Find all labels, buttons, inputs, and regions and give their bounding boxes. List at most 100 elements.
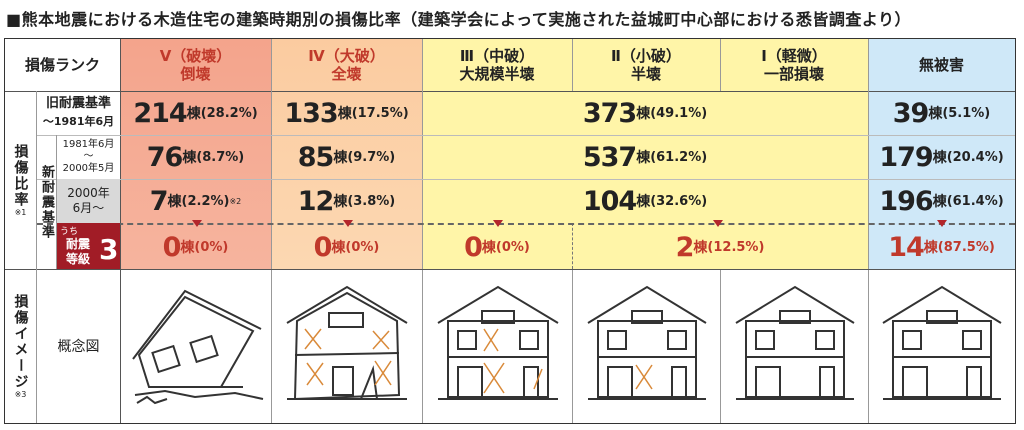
unit-label: 棟 xyxy=(333,194,348,210)
damage-table: 損傷ランク Ⅴ（破壊） 倒壊 Ⅳ（大破） 全壊 Ⅲ（中破） 大規模半壊 Ⅱ（小破… xyxy=(4,38,1016,424)
r1-rank321-pct: (49.1%) xyxy=(650,105,708,121)
r4-rank4-pct: (0%) xyxy=(345,239,380,255)
r2-rank5-count: 76 xyxy=(146,141,184,173)
row-divider-2 xyxy=(37,179,1015,180)
colnone-bg xyxy=(868,39,1015,269)
old-standard-label: 旧耐震基準 ～1981年6月 xyxy=(37,91,120,135)
r4-rank21-count: 2 xyxy=(675,231,695,263)
col4-bg xyxy=(271,39,422,269)
new-standard-text: 新耐震基準 xyxy=(39,164,54,240)
grade3-prefix: うち xyxy=(60,227,79,237)
unit-label: 棟 xyxy=(186,106,201,122)
unit-label: 棟 xyxy=(481,240,496,256)
arrow-down-icon xyxy=(493,220,503,227)
r3-rank321-count: 104 xyxy=(582,185,637,217)
r3-rank5-pct: (2.2%) xyxy=(181,193,230,209)
r1-none-pct: (5.1%) xyxy=(942,105,991,121)
r4-none: 14 棟 (87.5%) xyxy=(868,225,1015,269)
header-divider xyxy=(5,91,1015,92)
image-note: ※3 xyxy=(14,389,27,399)
r1-rank321-count: 373 xyxy=(582,97,637,129)
r1-rank321: 373 棟 (49.1%) xyxy=(422,91,868,135)
new-standard-label: 新耐震基準 xyxy=(37,135,57,269)
r1-rank5-count: 214 xyxy=(133,97,187,129)
header-rank-5-line1: Ⅴ（破壊） xyxy=(159,47,232,65)
moderately-damaged-house-illustration xyxy=(437,285,559,400)
r2-rank5: 76 棟 (8.7%) xyxy=(120,135,271,179)
r4-rank4-count: 0 xyxy=(313,231,333,263)
header-rank-2: Ⅱ（小破） 半壊 xyxy=(572,39,720,91)
r3-rank5: 7 棟 (2.2%) ※2 xyxy=(120,179,271,223)
mid-period-1: 1981年6月 xyxy=(62,139,115,150)
r1-rank4-count: 133 xyxy=(284,97,338,129)
r1-none-count: 39 xyxy=(892,97,930,129)
r3-none-pct: (61.4%) xyxy=(946,193,1004,209)
ratio-label: 損傷比率 ※1 xyxy=(5,91,37,269)
unit-label: 棟 xyxy=(923,240,938,256)
slightly-damaged-house-illustration xyxy=(587,285,707,400)
r2-rank4-pct: (9.7%) xyxy=(347,149,396,165)
col-divider-5b xyxy=(720,269,721,423)
r1-none: 39 棟 (5.1%) xyxy=(868,91,1015,135)
unit-label: 棟 xyxy=(636,106,651,122)
arrow-down-icon xyxy=(713,220,723,227)
r2-none-pct: (20.4%) xyxy=(946,149,1004,165)
r2-rank321-count: 537 xyxy=(582,141,637,173)
r3-rank321-pct: (32.6%) xyxy=(650,193,708,209)
mid-period-label: 1981年6月 ～ 2000年5月 xyxy=(57,135,120,179)
r1-rank5-pct: (28.2%) xyxy=(200,105,258,121)
image-label: 損傷イメージ ※3 xyxy=(5,269,37,423)
header-rank-4-line1: Ⅳ（大破） xyxy=(308,47,385,65)
col5-bg xyxy=(120,39,271,269)
r3-rank4-count: 12 xyxy=(297,185,335,217)
r4-rank5: 0 棟 (0%) xyxy=(120,225,271,269)
r2-none-count: 179 xyxy=(879,141,933,173)
r2-none: 179 棟 (20.4%) xyxy=(868,135,1015,179)
unit-label: 棟 xyxy=(636,150,651,166)
col-divider-1 xyxy=(120,39,121,423)
r3-rank4: 12 棟 (3.8%) xyxy=(271,179,422,223)
r4-rank5-count: 0 xyxy=(162,231,182,263)
r4-none-count: 14 xyxy=(888,231,925,263)
heavily-damaged-house-illustration xyxy=(286,285,408,401)
header-rank-2-line2: 半壊 xyxy=(630,65,661,83)
mid-period-3: 2000年5月 xyxy=(62,163,115,174)
image-label-text: 損傷イメージ xyxy=(12,293,29,390)
undamaged-house-illustration xyxy=(882,285,1002,400)
unit-label: 棟 xyxy=(932,194,947,210)
ratio-note: ※1 xyxy=(14,207,27,217)
unit-label: 棟 xyxy=(932,150,947,166)
row-divider-1 xyxy=(37,135,1015,136)
r3-rank321: 104 棟 (32.6%) xyxy=(422,179,868,223)
old-standard-period: ～1981年6月 xyxy=(42,115,115,128)
page-title: ■熊本地震における木造住宅の建築時期別の損傷比率（建築学会によって実施された益城… xyxy=(6,10,912,29)
header-rank-3-line2: 大規模半壊 xyxy=(459,65,535,83)
r4-rank21: 2 棟 (12.5%) xyxy=(572,225,868,269)
unit-label: 棟 xyxy=(333,150,348,166)
grade3-dashed-divider xyxy=(572,223,573,269)
new-period-2: 6月～ xyxy=(72,201,105,215)
arrow-down-icon xyxy=(192,220,202,227)
unit-label: 棟 xyxy=(180,240,195,256)
r4-rank4: 0 棟 (0%) xyxy=(271,225,422,269)
header-rank-4: Ⅳ（大破） 全壊 xyxy=(271,39,422,91)
col-divider-2 xyxy=(271,39,272,423)
ratio-label-text: 損傷比率 xyxy=(12,143,29,208)
r4-rank3: 0 棟 (0%) xyxy=(422,225,572,269)
header-rank-2-line1: Ⅱ（小破） xyxy=(611,47,681,65)
r2-rank5-pct: (8.7%) xyxy=(196,149,245,165)
r3-rank4-pct: (3.8%) xyxy=(347,193,396,209)
col-divider-4b xyxy=(572,269,573,423)
header-rank-1: Ⅰ（軽微） 一部損壊 xyxy=(720,39,868,91)
unit-label: 棟 xyxy=(167,194,182,210)
unit-label: 棟 xyxy=(337,106,352,122)
header-rank-5: Ⅴ（破壊） 倒壊 xyxy=(120,39,271,91)
minor-damage-house-illustration xyxy=(735,285,855,400)
concept-label: 概念図 xyxy=(57,339,100,355)
grade3-line2: 等級 xyxy=(66,252,91,266)
header-rank-4-line2: 全壊 xyxy=(331,65,362,83)
r2-rank321: 537 棟 (61.2%) xyxy=(422,135,868,179)
unit-label: 棟 xyxy=(928,106,943,122)
arrow-down-icon xyxy=(937,220,947,227)
image-row-divider xyxy=(5,269,1015,270)
